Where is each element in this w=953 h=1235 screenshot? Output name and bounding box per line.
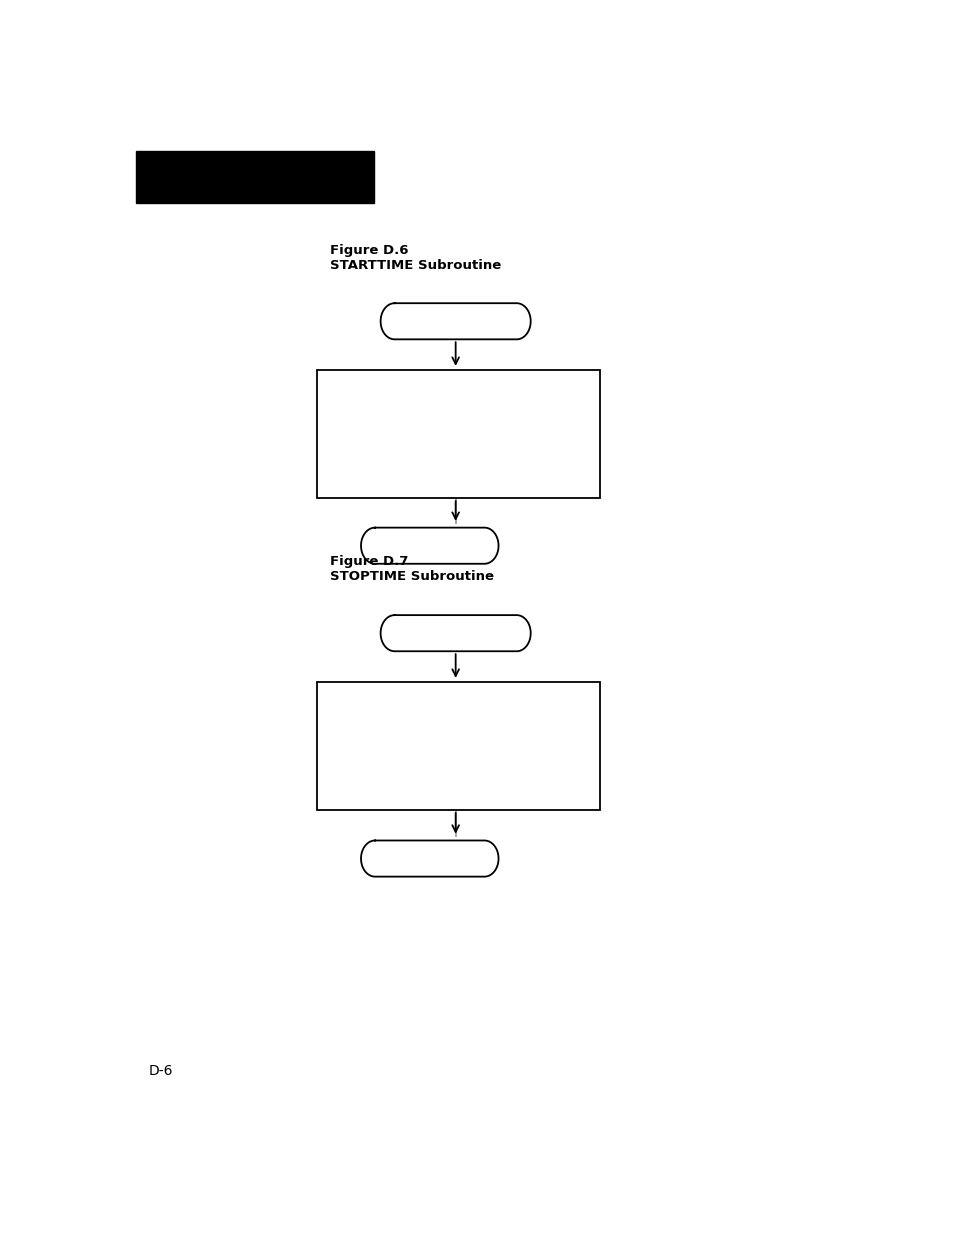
Text: Detailed Flowcharts: Detailed Flowcharts: [144, 178, 276, 190]
Text: D-6: D-6: [149, 1065, 173, 1078]
Bar: [317, 682, 599, 810]
Text: Figure D.6: Figure D.6: [330, 243, 408, 257]
Text: Appendix D: Appendix D: [144, 158, 242, 174]
Text: STOPTIME Subroutine: STOPTIME Subroutine: [330, 569, 494, 583]
Text: STARTTIME Subroutine: STARTTIME Subroutine: [330, 259, 500, 272]
Bar: [317, 369, 599, 498]
FancyBboxPatch shape: [135, 151, 374, 204]
Text: Figure D.7: Figure D.7: [330, 555, 408, 568]
